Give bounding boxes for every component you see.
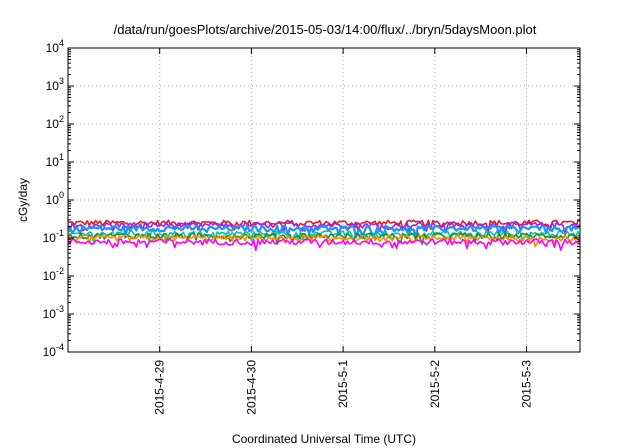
y-tick-label: 10-1	[43, 228, 64, 245]
y-tick-label: 103	[46, 76, 64, 93]
x-tick-label: 2015-5-1	[336, 360, 350, 408]
y-axis-label: cGy/day	[16, 178, 30, 222]
series-group	[67, 219, 581, 252]
y-tick-label: 101	[46, 152, 64, 169]
y-tick-label: 102	[46, 114, 64, 131]
series-line	[67, 230, 581, 244]
x-tick-label: 2015-5-3	[520, 360, 534, 408]
y-tick-label: 10-2	[43, 266, 64, 283]
x-tick-label: 2015-4-30	[244, 360, 258, 415]
x-tick-label: 2015-4-29	[153, 360, 167, 415]
x-axis-label: Coordinated Universal Time (UTC)	[232, 432, 416, 446]
series-line	[67, 224, 581, 239]
y-tick-label: 10-4	[43, 342, 64, 359]
grid-lines	[68, 48, 580, 352]
series-line	[67, 221, 581, 235]
y-tick-label: 100	[46, 190, 64, 207]
x-tick-label: 2015-5-2	[428, 360, 442, 408]
series-line	[67, 238, 581, 252]
series-line	[67, 232, 581, 246]
chart-title: /data/run/goesPlots/archive/2015-05-03/1…	[114, 22, 537, 37]
series-line	[67, 234, 581, 248]
y-tick-label: 10-3	[43, 304, 64, 321]
y-ticks: 10-4 10-3 10-2 10-1 100 101 102 103 104	[43, 38, 580, 359]
y-tick-label: 104	[46, 38, 64, 55]
x-ticks: 2015-4-29 2015-4-30 2015-5-1 2015-5-2 2015-5…	[153, 48, 534, 415]
